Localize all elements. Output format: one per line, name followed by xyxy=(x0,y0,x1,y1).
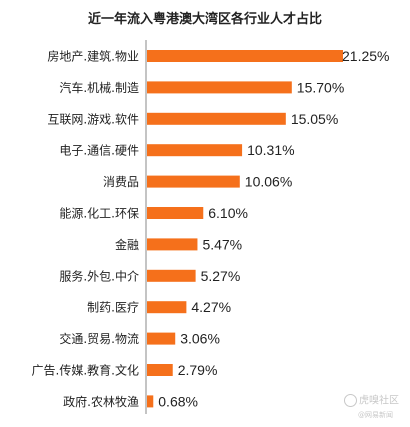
category-label: 消费品 xyxy=(103,175,139,189)
value-label: 21.25% xyxy=(342,48,389,64)
bar xyxy=(147,301,187,314)
bar xyxy=(147,238,198,251)
category-label: 服务.外包.中介 xyxy=(59,268,139,283)
category-label: 广告.传媒.教育.文化 xyxy=(32,363,139,378)
value-label: 10.06% xyxy=(245,174,292,190)
bar xyxy=(147,112,286,125)
category-label: 政府.农林牧渔 xyxy=(63,394,139,409)
category-label: 能源.化工.环保 xyxy=(59,207,139,221)
category-label: 交通.贸易.物流 xyxy=(59,331,139,346)
value-label: 5.47% xyxy=(202,236,242,252)
bar xyxy=(147,81,292,94)
category-label: 房地产.建筑.物业 xyxy=(47,49,139,64)
value-label: 5.27% xyxy=(201,268,241,284)
bar xyxy=(147,144,243,157)
value-label: 6.10% xyxy=(208,205,248,221)
category-label: 制药.医疗 xyxy=(87,301,139,315)
value-label: 10.31% xyxy=(247,142,294,158)
value-labels-group: 21.25% 15.70% 15.05% 10.31% 10.06% 6.10% 5.47%… xyxy=(158,48,389,409)
value-label: 0.68% xyxy=(158,393,198,409)
category-labels-group: 房地产.建筑.物业汽车.机械.制造互联网.游戏.软件电子.通信.硬件消费品能源.… xyxy=(32,49,139,409)
watermark: 虎嗅社区 @网易新闻 xyxy=(344,394,408,424)
category-label: 汽车.机械.制造 xyxy=(59,80,139,95)
bar xyxy=(147,50,343,62)
value-label: 4.27% xyxy=(191,299,231,315)
value-label: 15.70% xyxy=(297,79,344,95)
bars-group xyxy=(147,50,343,408)
value-label: 2.79% xyxy=(178,362,218,378)
chart-title: 近一年流入粤港澳大湾区各行业人才占比 xyxy=(87,12,322,27)
bar xyxy=(147,207,204,219)
value-label: 3.06% xyxy=(180,331,220,347)
watermark-logo-icon xyxy=(344,394,357,407)
bar xyxy=(147,395,154,408)
bar xyxy=(147,332,176,345)
bar xyxy=(147,269,196,282)
category-label: 金融 xyxy=(115,237,139,252)
bar xyxy=(147,175,240,188)
watermark-brand: 虎嗅社区 xyxy=(359,395,399,407)
value-label: 15.05% xyxy=(291,111,338,127)
watermark-sub: @网易新闻 xyxy=(358,410,393,419)
category-label: 电子.通信.硬件 xyxy=(59,144,139,158)
bar xyxy=(147,364,173,376)
category-label: 互联网.游戏.软件 xyxy=(47,112,139,126)
